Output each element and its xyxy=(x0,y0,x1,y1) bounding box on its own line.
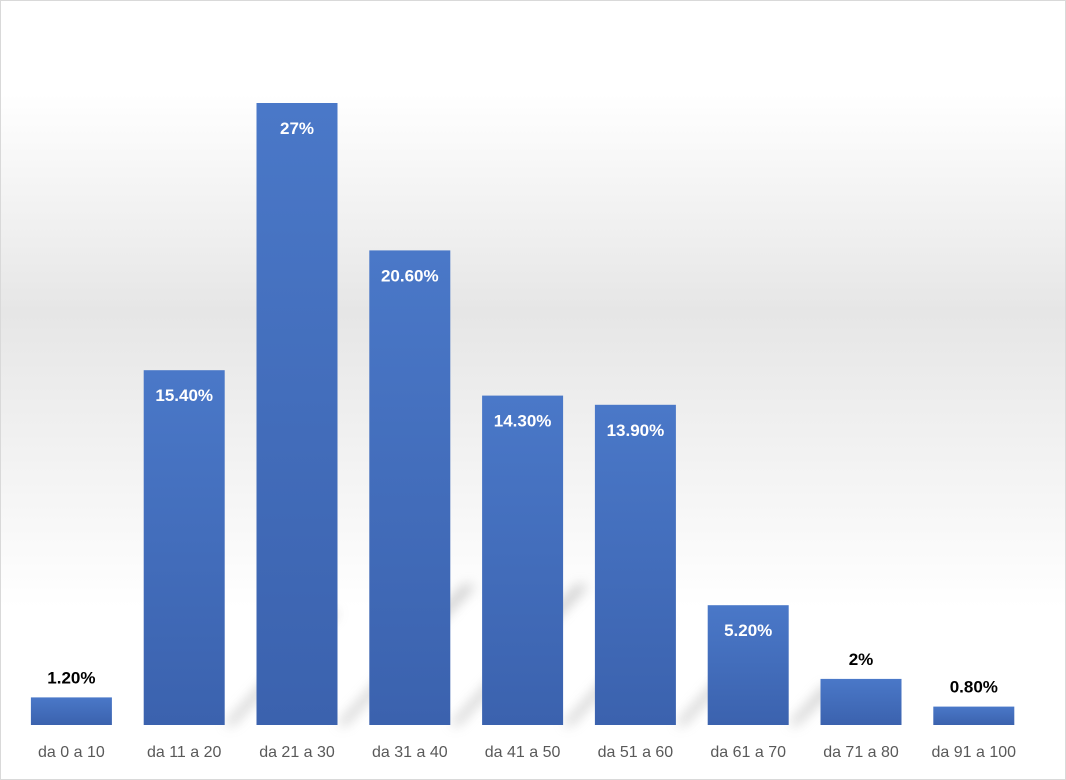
category-label: da 11 a 20 xyxy=(147,744,222,761)
category-label: da 0 a 10 xyxy=(38,744,105,761)
category-label: da 41 a 50 xyxy=(485,744,561,761)
data-label: 13.90% xyxy=(607,421,665,440)
category-label: da 71 a 80 xyxy=(823,744,899,761)
bar xyxy=(143,370,225,725)
data-labels: 1.20% 15.40% 27% 20.60% 14.30% 13.90% 5.20% 2% 0… xyxy=(47,119,998,697)
bar xyxy=(707,605,789,725)
category-label: da 31 a 40 xyxy=(372,744,448,761)
bars xyxy=(30,103,1015,725)
data-label: 5.20% xyxy=(724,621,772,640)
bar xyxy=(820,678,902,725)
bar xyxy=(482,395,564,725)
bar xyxy=(369,250,451,725)
category-labels: da 0 a 10 da 11 a 20 da 21 a 30 da 31 a 40 d… xyxy=(38,744,1016,761)
bar xyxy=(594,404,676,725)
category-label: da 51 a 60 xyxy=(598,744,674,761)
bar xyxy=(933,706,1015,725)
data-label: 15.40% xyxy=(155,386,213,405)
data-label: 14.30% xyxy=(494,412,552,431)
data-label: 1.20% xyxy=(47,668,95,687)
category-label: da 91 a 100 xyxy=(932,744,1017,761)
bar xyxy=(256,103,338,725)
data-label: 20.60% xyxy=(381,266,439,285)
data-label: 27% xyxy=(280,119,314,138)
data-label: 2% xyxy=(849,650,874,669)
bar xyxy=(30,697,112,725)
data-label: 0.80% xyxy=(950,678,998,697)
category-label: da 21 a 30 xyxy=(259,744,335,761)
category-label: da 61 a 70 xyxy=(710,744,786,761)
